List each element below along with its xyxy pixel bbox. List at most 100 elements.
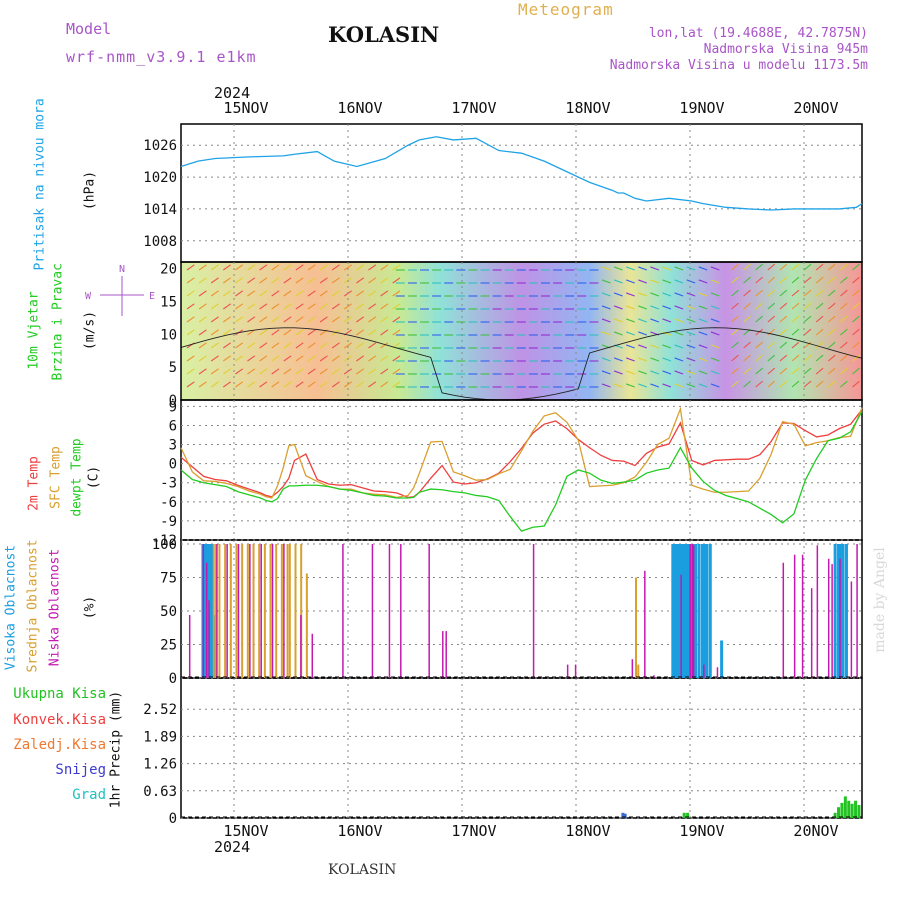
wind-barb — [186, 290, 195, 297]
wind-barb — [392, 355, 401, 362]
wind-barb — [380, 342, 389, 349]
wind-barb — [662, 292, 672, 297]
date-label-bottom: 20NOV — [793, 822, 838, 840]
wind-barb — [368, 277, 377, 284]
wind-barb — [235, 303, 244, 310]
wind-barb — [815, 289, 824, 297]
cloud-bar — [831, 564, 833, 678]
wind-barb — [343, 264, 352, 271]
wind-barb — [247, 277, 256, 284]
wind-barb — [259, 303, 268, 310]
cloud-bar — [442, 631, 444, 678]
year-bottom: 2024 — [214, 838, 251, 856]
wind-barb — [650, 383, 660, 388]
wind-barb — [815, 276, 824, 284]
wind-barb — [235, 368, 244, 375]
cloud-bar — [445, 631, 447, 678]
wind-barb — [743, 263, 751, 271]
wind-barb — [710, 383, 720, 388]
wind-barb — [827, 341, 836, 349]
wind-barb — [638, 383, 647, 388]
wind-barb — [331, 355, 340, 362]
wind-barb — [601, 331, 611, 336]
wind-barb — [840, 289, 848, 297]
wind-barb — [235, 264, 244, 271]
wind-barb — [283, 277, 292, 284]
lonlat-label: lon,lat (19.4688E, 42.7875N) — [648, 26, 868, 41]
precip-bar — [623, 813, 627, 818]
temperature-tick-label: 9 — [169, 399, 177, 415]
cloud-bar — [271, 544, 274, 678]
wind-barb — [827, 354, 836, 362]
cloud-bar — [212, 544, 215, 678]
wind-barb — [186, 264, 195, 271]
cloud-bar — [682, 544, 686, 678]
model-name: wrf-nmm_v3.9.1 e1km — [66, 48, 257, 66]
cloud-bar — [305, 573, 308, 678]
wind-barb — [710, 370, 720, 375]
wind-barb — [392, 290, 401, 297]
wind-barb — [356, 329, 365, 336]
wind-barb — [613, 279, 623, 284]
wind-barb — [356, 303, 365, 310]
wind-barb — [198, 355, 207, 362]
cloud-bar — [637, 664, 640, 678]
wind-barb — [686, 344, 696, 349]
wind-barb — [767, 367, 776, 375]
date-label-top: 16NOV — [337, 99, 382, 117]
wind-barb — [674, 305, 684, 310]
wind-barb — [626, 279, 635, 284]
cloud-bar — [208, 600, 210, 678]
wind-barb — [815, 341, 824, 349]
wind-barb — [662, 318, 672, 323]
wind-barb — [283, 290, 292, 297]
wind-barb — [698, 266, 708, 271]
wind-barb — [247, 342, 256, 349]
wind-barb — [674, 370, 684, 375]
date-label-bottom: 16NOV — [337, 822, 382, 840]
cloud-bar — [673, 544, 677, 678]
date-label-top: 19NOV — [679, 99, 724, 117]
wind-barb — [356, 342, 365, 349]
cloud-bar — [631, 659, 634, 678]
wind-barb — [731, 315, 739, 323]
precip-bar — [621, 812, 625, 818]
wind-barb — [743, 276, 751, 284]
wind-barb — [743, 354, 751, 362]
wind-barb — [755, 263, 763, 271]
cloud-bar — [237, 544, 240, 678]
wind-barb — [319, 368, 328, 375]
wind-barb — [852, 315, 860, 323]
wind-barb — [380, 329, 389, 336]
wind-barb — [343, 316, 352, 323]
cloud-bar — [675, 544, 679, 678]
wind-barb — [392, 329, 401, 336]
wind-tick-label: 0 — [169, 393, 177, 409]
cloud-bar — [286, 544, 289, 678]
wind-barb — [368, 329, 377, 336]
cloud-bar — [263, 544, 266, 678]
wind-barb — [368, 303, 377, 310]
wind-barb — [222, 355, 231, 362]
wind-barb — [840, 341, 848, 349]
wind-barb — [295, 329, 304, 336]
wind-barb — [186, 329, 195, 336]
cloud-bar — [720, 640, 724, 678]
wind-barb — [840, 315, 848, 323]
temperature-series-line — [180, 406, 863, 499]
model-label: Model — [66, 20, 112, 38]
wind-barb — [791, 367, 800, 375]
wind-barb — [650, 344, 660, 349]
wind-barb — [791, 341, 800, 349]
wind-barb — [662, 357, 672, 362]
wind-barb — [662, 344, 672, 349]
precip-bar — [850, 803, 854, 818]
wind-barb — [331, 316, 340, 323]
cloud-bar — [678, 544, 682, 678]
cloud-bar — [708, 544, 712, 678]
wind-barb — [815, 328, 824, 336]
wind-barb — [840, 367, 848, 375]
wind-barb — [698, 370, 708, 375]
wind-barb — [186, 316, 195, 323]
pressure-tick-label: 1008 — [143, 234, 177, 250]
